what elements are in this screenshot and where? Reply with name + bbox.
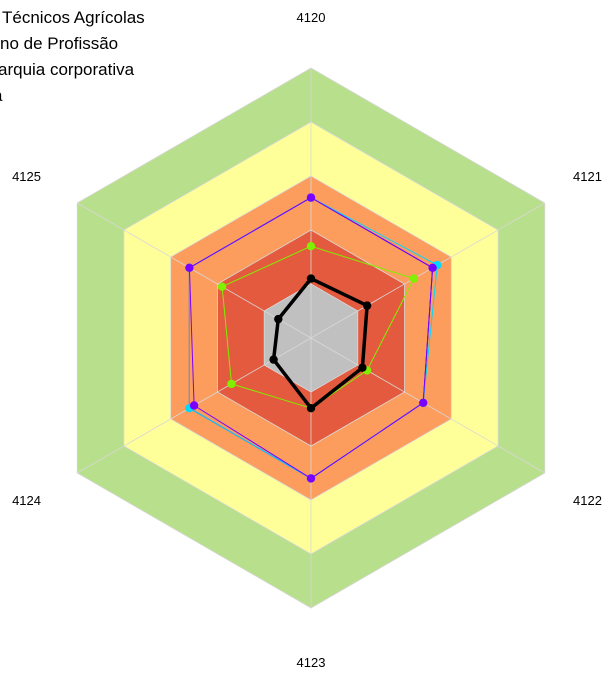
- axis-label-4121: 4121: [573, 169, 602, 184]
- series-4-point-4125: [217, 282, 227, 291]
- axis-spoke-4121: [310, 202, 546, 339]
- series-5-point-4120: [306, 274, 316, 283]
- series-3-point-4120: [306, 193, 316, 202]
- series-5-point-4125: [274, 314, 283, 324]
- series-5-point-4123: [306, 404, 316, 413]
- series-4-point-4120: [306, 242, 316, 251]
- legend: Técnicos Agrícolas no de Profissão arqui…: [0, 8, 145, 105]
- axis-label-4123: 4123: [297, 655, 326, 670]
- series-3-point-4121: [428, 263, 437, 272]
- series-5-point-4124: [269, 355, 278, 364]
- series-4-point-4121: [409, 274, 419, 283]
- series-3-point-4124: [189, 401, 199, 410]
- axis-label-4125: 4125: [12, 169, 41, 184]
- axis-label-4120: 4120: [297, 10, 326, 25]
- series-5-point-4122: [358, 363, 367, 372]
- axis-label-4124: 4124: [12, 493, 41, 508]
- axis-labels: 4120 4121 4122 4123 4124 4125: [12, 10, 602, 670]
- legend-item-4: a: [0, 86, 3, 105]
- radar-series: [185, 193, 442, 483]
- legend-item-2: no de Profissão: [0, 34, 118, 53]
- series-3-point-4125: [185, 263, 194, 272]
- series-3: [185, 193, 437, 483]
- axis-spoke-4122: [310, 337, 546, 474]
- series-5: [269, 274, 372, 413]
- axis-spoke-4125: [76, 202, 312, 339]
- series-3-point-4123: [306, 474, 316, 483]
- legend-item-1: Técnicos Agrícolas: [2, 8, 145, 27]
- series-5-point-4121: [362, 301, 372, 310]
- series-3-point-4122: [419, 398, 428, 407]
- legend-item-3: arquia corporativa: [0, 60, 135, 79]
- series-4-point-4124: [227, 379, 236, 389]
- axis-label-4122: 4122: [573, 493, 602, 508]
